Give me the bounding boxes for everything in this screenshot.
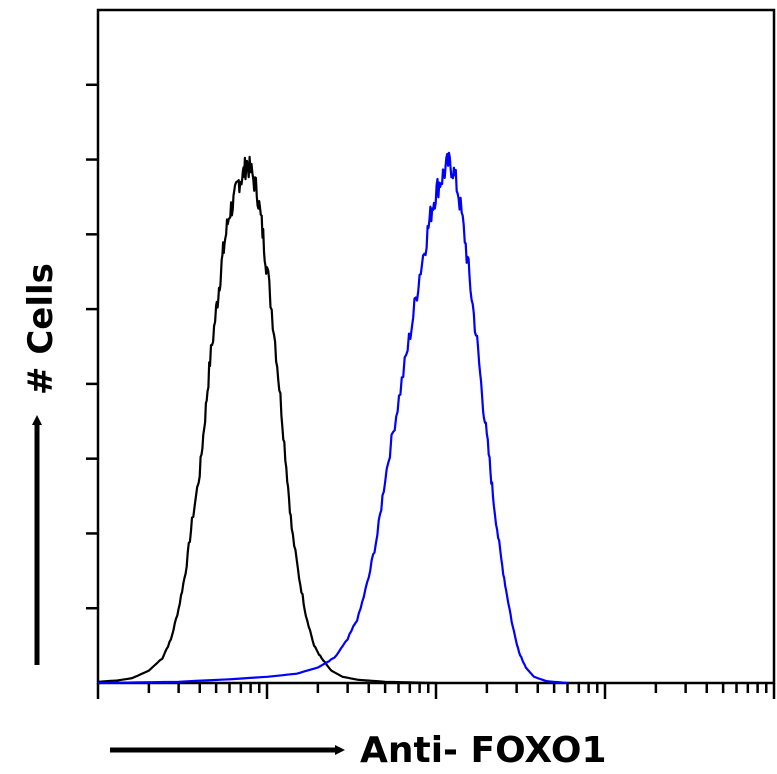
histogram-series-2 bbox=[97, 151, 568, 685]
x-axis-label: Anti- FOXO1 bbox=[360, 730, 607, 771]
plot-frame bbox=[96, 8, 776, 685]
series-layer bbox=[97, 151, 568, 685]
histogram-series-1 bbox=[97, 155, 437, 685]
x-axis-ticks bbox=[96, 683, 776, 699]
y-axis-label: # Cells bbox=[21, 263, 61, 395]
y-axis-ticks bbox=[86, 83, 98, 610]
